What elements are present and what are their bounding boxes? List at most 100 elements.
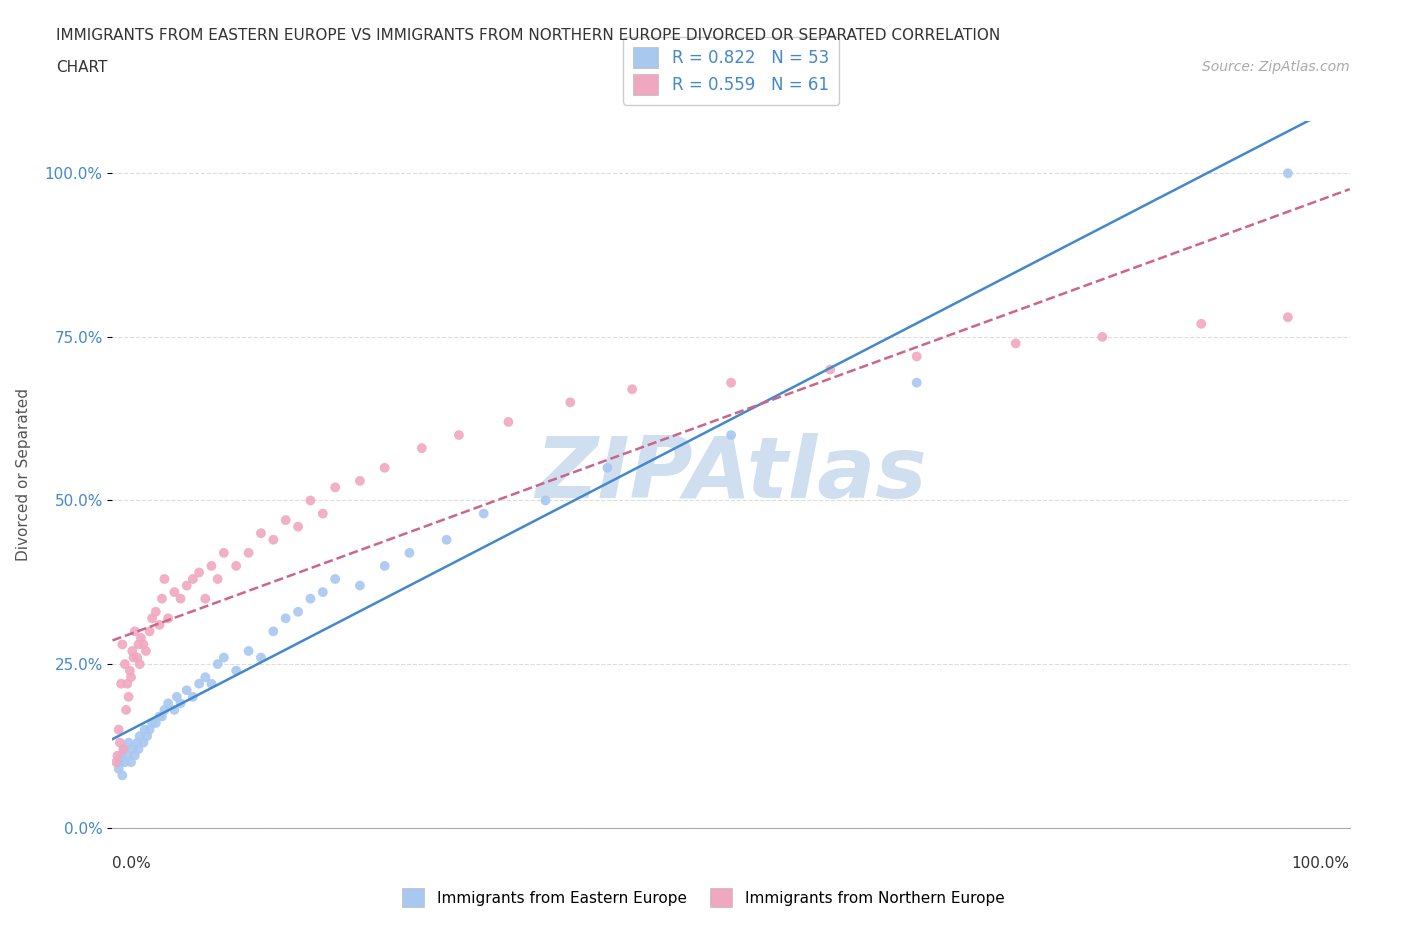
Point [720,375,742,390]
Point [136,728,159,743]
Point [134,722,156,737]
Point [112,742,135,757]
Point [1189,316,1212,331]
Point [148,618,170,632]
Point [411,441,433,456]
Point [534,493,557,508]
Point [262,532,284,547]
Point [111,637,134,652]
Point [238,644,260,658]
Point [117,689,139,704]
Point [169,696,191,711]
Point [107,762,129,777]
Point [114,755,136,770]
Point [299,493,322,508]
Point [169,591,191,606]
Point [163,702,186,717]
Point [118,663,141,678]
Point [323,572,346,587]
Text: Source: ZipAtlas.com: Source: ZipAtlas.com [1202,60,1350,74]
Point [905,375,928,390]
Point [157,696,180,711]
Point [1277,166,1299,180]
Point [107,722,129,737]
Point [120,670,142,684]
Point [108,736,131,751]
Point [349,578,371,593]
Point [150,591,173,606]
Point [225,663,247,678]
Point [124,624,146,639]
Point [274,512,297,527]
Point [436,532,458,547]
Point [250,525,273,540]
Point [181,572,204,587]
Point [374,559,396,574]
Point [163,585,186,600]
Point [153,572,176,587]
Point [127,742,149,757]
Point [115,702,138,717]
Point [212,650,235,665]
Point [111,768,134,783]
Point [181,689,204,704]
Point [447,428,470,443]
Point [188,676,211,691]
Point [127,650,149,665]
Point [107,749,129,764]
Point [121,644,143,658]
Point [238,545,260,560]
Point [312,506,335,521]
Point [135,644,157,658]
Text: CHART: CHART [56,60,108,75]
Point [200,559,222,574]
Point [207,572,229,587]
Point [1004,336,1026,351]
Point [128,728,150,743]
Text: ZIPAtlas: ZIPAtlas [536,432,927,516]
Point [129,631,152,645]
Point [127,736,149,751]
Point [207,657,229,671]
Point [138,722,160,737]
Point [112,742,135,757]
Y-axis label: Divorced or Separated: Divorced or Separated [15,388,31,561]
Point [274,611,297,626]
Point [818,362,841,377]
Point [194,591,217,606]
Point [141,715,163,730]
Point [472,506,495,521]
Point [560,395,582,410]
Legend: R = 0.822   N = 53, R = 0.559   N = 61: R = 0.822 N = 53, R = 0.559 N = 61 [623,37,839,105]
Point [120,755,142,770]
Point [128,657,150,671]
Point [138,624,160,639]
Point [374,460,396,475]
Point [117,676,139,691]
Point [176,683,198,698]
Point [110,749,132,764]
Point [141,611,163,626]
Point [312,585,335,600]
Point [132,637,155,652]
Text: IMMIGRANTS FROM EASTERN EUROPE VS IMMIGRANTS FROM NORTHERN EUROPE DIVORCED OR SE: IMMIGRANTS FROM EASTERN EUROPE VS IMMIGR… [56,28,1001,43]
Point [200,676,222,691]
Point [150,709,173,724]
Point [349,473,371,488]
Point [132,736,155,751]
Point [166,689,188,704]
Point [145,715,167,730]
Point [398,545,420,560]
Point [287,519,309,534]
Point [905,349,928,364]
Point [176,578,198,593]
Text: 100.0%: 100.0% [1292,856,1350,871]
Point [124,749,146,764]
Point [225,559,247,574]
Point [212,545,235,560]
Point [108,755,131,770]
Point [299,591,322,606]
Point [250,650,273,665]
Point [110,676,132,691]
Point [720,428,742,443]
